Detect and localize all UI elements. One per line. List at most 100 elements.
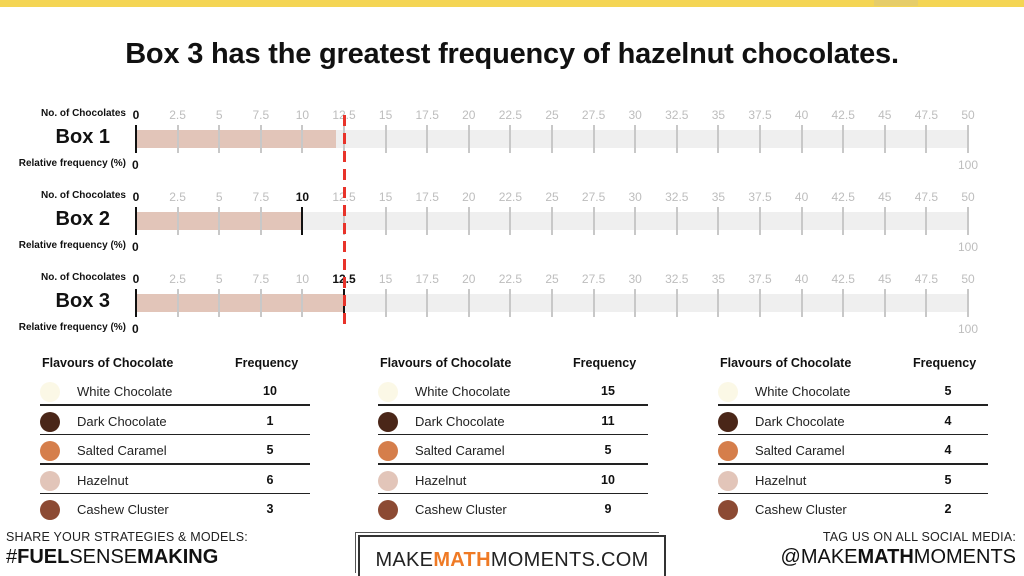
tick-mark [259, 289, 262, 317]
table-row: Cashew Cluster 9 [378, 494, 678, 524]
tick-label: 35 [711, 108, 726, 122]
flavour-frequency: 3 [266, 502, 274, 516]
flavour-swatch-icon [378, 500, 398, 520]
tick-mark [301, 289, 304, 317]
header-frequency: Frequency [235, 356, 299, 370]
flavour-swatch-icon [378, 411, 398, 432]
row-divider [40, 433, 310, 435]
tick-label: 50 [961, 190, 975, 204]
tick-mark [551, 125, 553, 153]
tick-label: 45 [878, 108, 892, 122]
hashtag-part-making: MAKING [137, 546, 219, 568]
flavour-frequency: 11 [601, 413, 615, 428]
tick-label: 45 [878, 272, 892, 286]
flavour-swatch-icon [40, 470, 60, 491]
tick-mark [883, 207, 886, 235]
bar-row-box-2: No. of Chocolates Box 2 Relative frequency… [0, 187, 1024, 269]
row-divider [718, 492, 988, 494]
tick-mark [467, 125, 470, 153]
flavour-swatch-icon [718, 382, 738, 402]
brand-logo-box[interactable]: MAKEMATHMOMENTS.COM [358, 535, 666, 576]
box-label: Box 1 [55, 126, 110, 148]
tick-label: 0 [132, 190, 140, 204]
flavour-swatch-icon [718, 411, 738, 432]
tick-mark [967, 125, 969, 153]
flavour-frequency: 15 [601, 384, 615, 398]
flavour-name: Cashew Cluster [415, 502, 507, 517]
tick-mark [634, 207, 637, 235]
tick-mark [509, 125, 512, 153]
row-divider [40, 492, 310, 494]
tick-mark [800, 289, 803, 317]
table-row: Dark Chocolate 4 [718, 406, 1018, 435]
tick-mark [883, 125, 886, 153]
tick-mark [176, 289, 179, 317]
table-row: White Chocolate 15 [378, 376, 678, 406]
flavour-swatch-icon [718, 470, 738, 491]
tick-label: 2.5 [169, 108, 186, 122]
flavour-frequency: 5 [266, 443, 274, 457]
tick-label: 17.5 [415, 190, 439, 204]
tick-mark [384, 207, 387, 235]
flavour-swatch-icon [40, 411, 60, 432]
tick-mark [551, 207, 553, 235]
flavour-name: Dark Chocolate [755, 413, 845, 429]
tick-label: 5 [215, 108, 223, 122]
tick-mark [301, 207, 304, 235]
tick-mark [925, 289, 928, 317]
flavour-swatch-icon [378, 470, 398, 491]
hashtag-part-fuel: FUEL [17, 546, 70, 568]
flavour-frequency: 1 [266, 413, 274, 428]
table-row: Cashew Cluster 2 [718, 494, 1018, 524]
tick-label: 20 [462, 108, 476, 122]
tick-mark [592, 289, 595, 317]
top-accent-tab [874, 0, 918, 6]
footer-social: TAG US ON ALL SOCIAL MEDIA: @MAKEMATHMOM… [781, 530, 1016, 569]
handle-math: MATH [857, 546, 914, 568]
axis-label-relative: Relative frequency (%) [18, 240, 126, 251]
row-divider [378, 433, 648, 435]
table-row: Dark Chocolate 1 [40, 406, 340, 435]
hashtag[interactable]: #FUELSENSEMAKING [6, 546, 248, 569]
frequency-table-box-1: Flavours of Chocolate Frequency White Ch… [40, 356, 340, 524]
tick-mark [925, 207, 928, 235]
flavour-name: White Chocolate [415, 384, 511, 399]
tick-label: 30 [628, 190, 642, 204]
tick-mark [135, 289, 137, 317]
tick-mark [800, 207, 803, 235]
flavour-frequency: 4 [944, 413, 952, 428]
tick-mark [426, 289, 429, 317]
tick-mark [426, 125, 429, 153]
tick-label: 32.5 [665, 108, 689, 122]
footer-share: SHARE YOUR STRATEGIES & MODELS: #FUELSEN… [6, 530, 248, 569]
tick-label: 35 [711, 190, 726, 204]
brand-math: MATH [433, 549, 491, 571]
tick-mark [842, 289, 845, 317]
tick-label: 17.5 [415, 272, 439, 286]
tick-label: 10 [295, 190, 310, 204]
tick-label: 27.5 [581, 108, 606, 122]
bar-row-box-3: No. of Chocolates Box 3 Relative frequency… [0, 269, 1024, 351]
tick-mark [218, 125, 221, 153]
tick-mark [967, 207, 969, 235]
tick-label: 2.5 [169, 272, 186, 286]
flavour-name: Salted Caramel [415, 443, 505, 458]
header-flavours: Flavours of Chocolate [380, 356, 512, 370]
bar-row-box-1: No. of Chocolates Box 1 Relative frequency… [0, 105, 1024, 187]
tick-mark [883, 289, 886, 317]
tick-label: 40 [794, 108, 809, 122]
flavour-swatch-icon [718, 500, 738, 520]
tick-mark [717, 289, 720, 317]
table-row: Salted Caramel 5 [40, 435, 340, 465]
tick-mark [218, 289, 221, 317]
flavour-name: Hazelnut [77, 472, 129, 488]
social-handle[interactable]: @MAKEMATHMOMENTS [781, 546, 1016, 569]
row-divider [40, 463, 310, 465]
flavour-frequency: 10 [263, 384, 277, 398]
tick-mark [967, 289, 969, 317]
row-divider [40, 404, 310, 406]
flavour-name: White Chocolate [77, 384, 173, 399]
flavour-swatch-icon [378, 382, 398, 402]
header-flavours: Flavours of Chocolate [720, 356, 852, 370]
table-row: Salted Caramel 4 [718, 435, 1018, 465]
